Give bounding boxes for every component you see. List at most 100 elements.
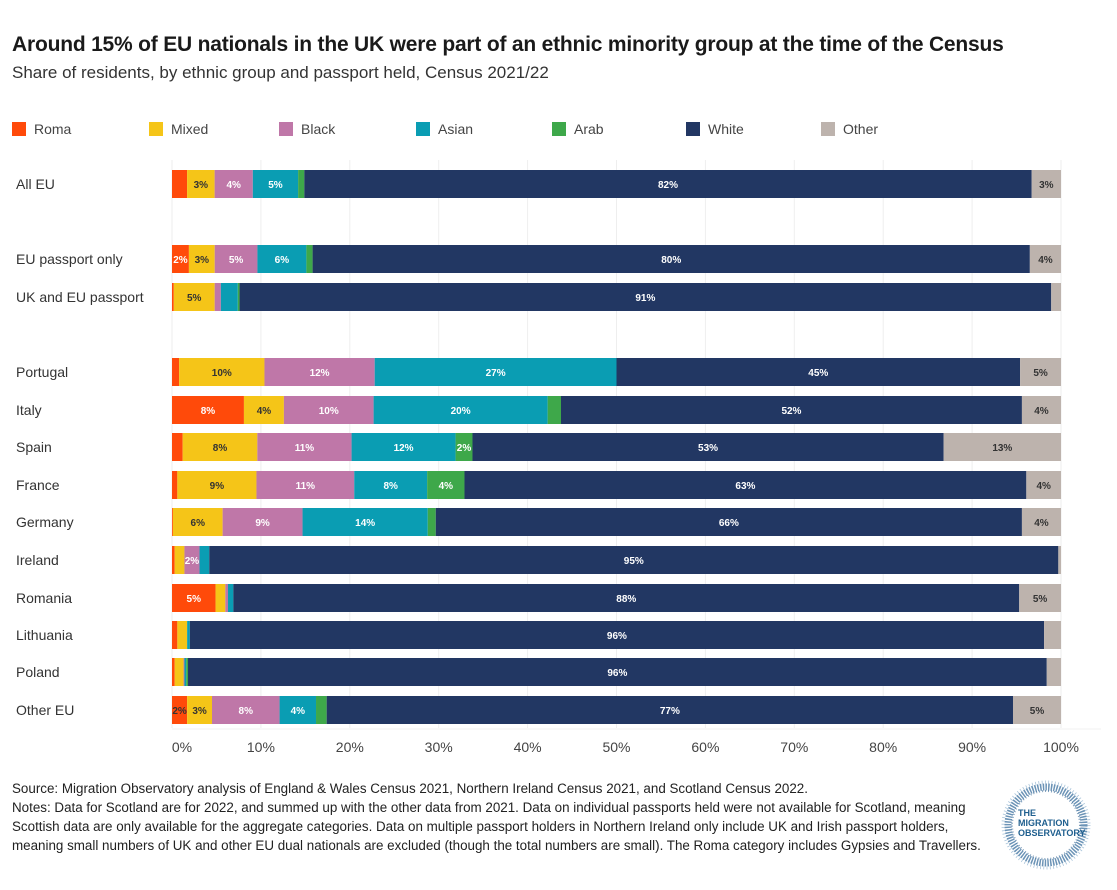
bar-segment-white [189,621,1045,649]
bar-segment-mixed [187,696,213,724]
bar-segment-mixed [174,658,184,686]
bar-segment-white [233,584,1020,612]
bar-segment-asian [373,396,548,424]
bar-segment-roma [172,245,189,273]
bar-segment-asian [257,245,307,273]
bar-segment-arab [455,433,473,461]
data-label: 91% [635,293,655,304]
bar-segment-black [225,584,229,612]
bar-segment-other [1046,658,1061,686]
bar-row: 6% 9% 14% 66% 4% [172,508,1061,536]
row-label: Romania [16,590,73,606]
bar-segment-asian [184,658,187,686]
data-label: 5% [1033,368,1048,379]
data-label: 4% [257,406,272,417]
row-label: Germany [16,514,74,530]
data-label: 10% [319,406,339,417]
x-tick-label: 30% [425,739,453,755]
data-label: 2% [185,556,200,567]
bar-segment-asian [220,283,238,311]
row-label: Italy [16,402,42,418]
bar-segment-mixed [188,245,215,273]
legend-label: Black [301,121,336,137]
row-label: France [16,477,60,493]
legend-label: Asian [438,121,474,137]
bar-segment-roma [172,170,188,198]
x-tick-label: 80% [869,739,897,755]
data-label: 13% [992,443,1012,454]
bar-segment-mixed [187,170,215,198]
data-label: 14% [355,518,375,529]
footer: Source: Migration Observatory analysis o… [12,779,997,855]
bar-segment-other [1029,245,1061,273]
data-label: 10% [212,368,232,379]
bar-segment-arab [427,471,465,499]
bar-segment-mixed [182,433,258,461]
data-label: 8% [201,406,216,417]
data-label: 3% [1039,180,1054,191]
bar-segment-other [1026,471,1061,499]
data-label: 4% [1038,255,1053,266]
row-label: Poland [16,664,60,680]
data-label: 45% [808,368,828,379]
legend-label: Arab [574,121,604,137]
bar-segment-mixed [172,508,223,536]
bar-segment-black [257,433,352,461]
bar-row: 2% 3% 8% 4% 77% 5% [172,696,1061,724]
bar-row: 96% [172,621,1061,649]
data-label: 5% [1030,706,1045,717]
bar-segment-other [1031,170,1061,198]
data-label: 9% [255,518,270,529]
bar-segment-roma [172,658,175,686]
data-label: 5% [1033,594,1048,605]
chart-title: Around 15% of EU nationals in the UK wer… [12,33,1004,56]
bar-segment-roma [172,508,173,536]
bar-row: 5% 88% 5% [172,584,1061,612]
legend-swatch-roma [12,122,26,136]
bar-segment-other [1019,584,1061,612]
legend-item-asian: Asian [416,121,473,137]
data-label: 20% [451,406,471,417]
data-label: 80% [661,255,681,266]
bar-segment-white [464,471,1027,499]
row-label: Other EU [16,702,75,718]
bar-segment-asian [351,433,456,461]
bar-segment-asian [279,696,317,724]
data-label: 4% [291,706,306,717]
bar-row: 10% 12% 27% 45% 5% [172,358,1061,386]
row-label: UK and EU passport [16,289,144,305]
bar-segment-arab [316,696,327,724]
bar-segment-black [214,283,221,311]
data-label: 12% [394,443,414,454]
legend-label: Roma [34,121,72,137]
legend-swatch-white [686,122,700,136]
bar-row: 8% 11% 12% 2% 53% 13% [172,433,1061,461]
bar-segment-roma [172,471,178,499]
bar-segment-asian [228,584,234,612]
x-tick-label: 100% [1043,739,1079,755]
logo-text: THE MIGRATION OBSERVATORY [1018,808,1086,838]
bar-row: 8% 4% 10% 20% 52% 4% [172,396,1061,424]
bar-segment-other [1021,396,1061,424]
data-label: 2% [172,706,187,717]
bar-segment-mixed [174,546,185,574]
x-tick-label: 20% [336,739,364,755]
data-label: 4% [1034,518,1049,529]
data-label: 95% [624,556,644,567]
legend-swatch-mixed [149,122,163,136]
row-label: EU passport only [16,251,123,267]
data-label: 6% [275,255,290,266]
bar-segment-roma [172,283,174,311]
x-tick-label: 10% [247,739,275,755]
legend-item-white: White [686,121,744,137]
bar-segment-black [256,471,355,499]
data-label: 8% [239,706,254,717]
row-label: Portugal [16,364,69,380]
bar-row: 3% 4% 5% 82% 3% [172,170,1061,198]
data-label: 77% [660,706,680,717]
bar-segment-mixed [173,283,215,311]
bar-segment-arab [306,245,313,273]
data-label: 88% [616,594,636,605]
bar-segment-white [326,696,1013,724]
legend-item-other: Other [821,121,878,137]
